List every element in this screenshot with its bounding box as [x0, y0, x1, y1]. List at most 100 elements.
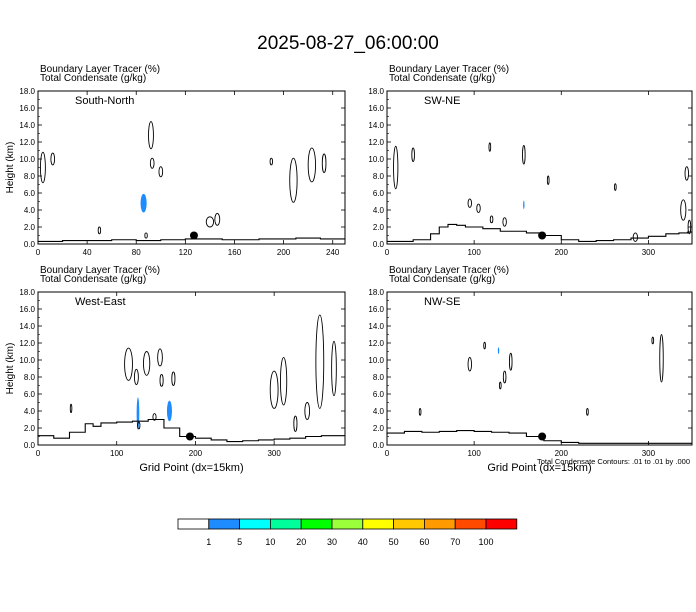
- contour-note: Total Condensate Contours: .01 to .01 by…: [537, 457, 690, 466]
- x-tick-label: 80: [132, 248, 141, 257]
- y-tick-label: 10.0: [368, 356, 384, 365]
- colorbar: 1 5 10 20 30 40 50 60 70 100: [177, 518, 518, 547]
- condensate-contour: [148, 121, 154, 150]
- condensate-contour: [321, 153, 327, 174]
- condensate-contour: [418, 408, 422, 416]
- x-tick-label: 0: [385, 248, 390, 257]
- condensate-contour: [684, 166, 689, 181]
- plot-frame: [386, 90, 693, 245]
- condensate-contour: [159, 373, 164, 387]
- y-tick-label: 12.0: [368, 339, 384, 348]
- condensate-contour: [269, 370, 279, 409]
- colorbar-label: 100: [478, 537, 493, 547]
- y-tick-label: 2.0: [24, 424, 36, 433]
- condensate-contour: [137, 421, 141, 430]
- y-tick-label: 4.0: [373, 407, 385, 416]
- tracer-blob: [166, 400, 172, 422]
- condensate-contour: [489, 215, 494, 224]
- terrain-line: [37, 418, 345, 443]
- y-tick-label: 18.0: [368, 288, 384, 297]
- x-tick-label: 0: [36, 449, 41, 458]
- condensate-contour: [133, 368, 139, 386]
- condensate-contour: [632, 232, 638, 242]
- condensate-contour: [411, 147, 415, 162]
- panel-header-condensate: Total Condensate (g/kg): [389, 73, 495, 84]
- y-tick-label: 0.0: [373, 240, 385, 249]
- colorbar-swatch: [393, 518, 425, 530]
- y-tick-label: 6.0: [373, 189, 385, 198]
- colorbar-label: 20: [296, 537, 306, 547]
- condensate-contour: [152, 413, 157, 421]
- y-tick-label: 18.0: [368, 87, 384, 96]
- y-axis-label: Height (km): [5, 142, 16, 194]
- y-tick-label: 10.0: [368, 155, 384, 164]
- y-tick-label: 16.0: [19, 104, 35, 113]
- y-axis-label: Height (km): [5, 343, 16, 395]
- colorbar-swatch: [423, 518, 456, 530]
- condensate-contour: [171, 371, 176, 386]
- condensate-contour: [304, 402, 311, 420]
- panel-label: SW-NE: [424, 95, 460, 107]
- location-marker: [189, 231, 198, 240]
- condensate-contour: [158, 166, 164, 178]
- panel-header-tracer: Boundary Layer Tracer (%): [40, 64, 160, 75]
- y-tick-label: 18.0: [19, 87, 35, 96]
- condensate-contour: [50, 152, 56, 166]
- x-axis-label: Grid Point (dx=15km): [139, 462, 243, 474]
- x-tick-label: 100: [467, 248, 481, 257]
- y-tick-label: 8.0: [373, 172, 385, 181]
- colorbar-swatch: [331, 518, 364, 530]
- x-tick-label: 200: [555, 449, 569, 458]
- y-tick-label: 8.0: [373, 373, 385, 382]
- panel-header-condensate: Total Condensate (g/kg): [389, 274, 495, 285]
- condensate-contour: [40, 151, 46, 184]
- condensate-contour: [613, 183, 617, 191]
- panel-south-north: Boundary Layer Tracer (%)Total Condensat…: [5, 64, 346, 257]
- y-tick-label: 4.0: [24, 407, 36, 416]
- x-tick-label: 100: [467, 449, 481, 458]
- y-tick-label: 0.0: [24, 441, 36, 450]
- y-tick-label: 14.0: [19, 121, 35, 130]
- colorbar-label: 70: [450, 537, 460, 547]
- colorbar-swatch: [269, 518, 302, 530]
- panels-group: Boundary Layer Tracer (%)Total Condensat…: [5, 64, 693, 474]
- condensate-contour: [307, 147, 316, 183]
- x-tick-label: 300: [642, 248, 656, 257]
- colorbar-swatch: [362, 518, 394, 530]
- x-tick-label: 200: [277, 248, 291, 257]
- condensate-contour: [502, 370, 507, 384]
- condensate-contour: [331, 340, 337, 397]
- y-tick-label: 4.0: [373, 206, 385, 215]
- x-tick-label: 200: [189, 449, 203, 458]
- condensate-contour: [498, 381, 502, 390]
- colorbar-label: 10: [265, 537, 275, 547]
- y-tick-label: 0.0: [24, 240, 36, 249]
- y-tick-label: 0.0: [373, 441, 385, 450]
- y-tick-label: 6.0: [24, 189, 36, 198]
- x-tick-label: 160: [228, 248, 242, 257]
- y-tick-label: 10.0: [19, 356, 35, 365]
- y-tick-label: 14.0: [368, 121, 384, 130]
- panel-header-tracer: Boundary Layer Tracer (%): [389, 265, 509, 276]
- y-tick-label: 18.0: [19, 288, 35, 297]
- y-tick-label: 10.0: [19, 155, 35, 164]
- y-tick-label: 14.0: [19, 322, 35, 331]
- panel-header-condensate: Total Condensate (g/kg): [40, 73, 146, 84]
- x-tick-label: 40: [83, 248, 92, 257]
- x-tick-label: 120: [179, 248, 193, 257]
- plot-frame: [37, 291, 346, 446]
- colorbar-swatch: [208, 518, 241, 530]
- condensate-contour: [97, 226, 102, 235]
- condensate-contour: [205, 216, 215, 228]
- x-tick-label: 0: [385, 449, 390, 458]
- panel-sw-ne: Boundary Layer Tracer (%)Total Condensat…: [368, 64, 693, 257]
- colorbar-swatch: [177, 518, 210, 530]
- plot-frame: [386, 291, 693, 446]
- condensate-contour: [483, 341, 486, 350]
- x-tick-label: 240: [326, 248, 340, 257]
- x-tick-label: 300: [267, 449, 281, 458]
- panel-header-condensate: Total Condensate (g/kg): [40, 274, 146, 285]
- main-title: 2025-08-27_06:00:00: [257, 33, 439, 54]
- colorbar-label: 5: [237, 537, 242, 547]
- condensate-contour: [467, 198, 472, 208]
